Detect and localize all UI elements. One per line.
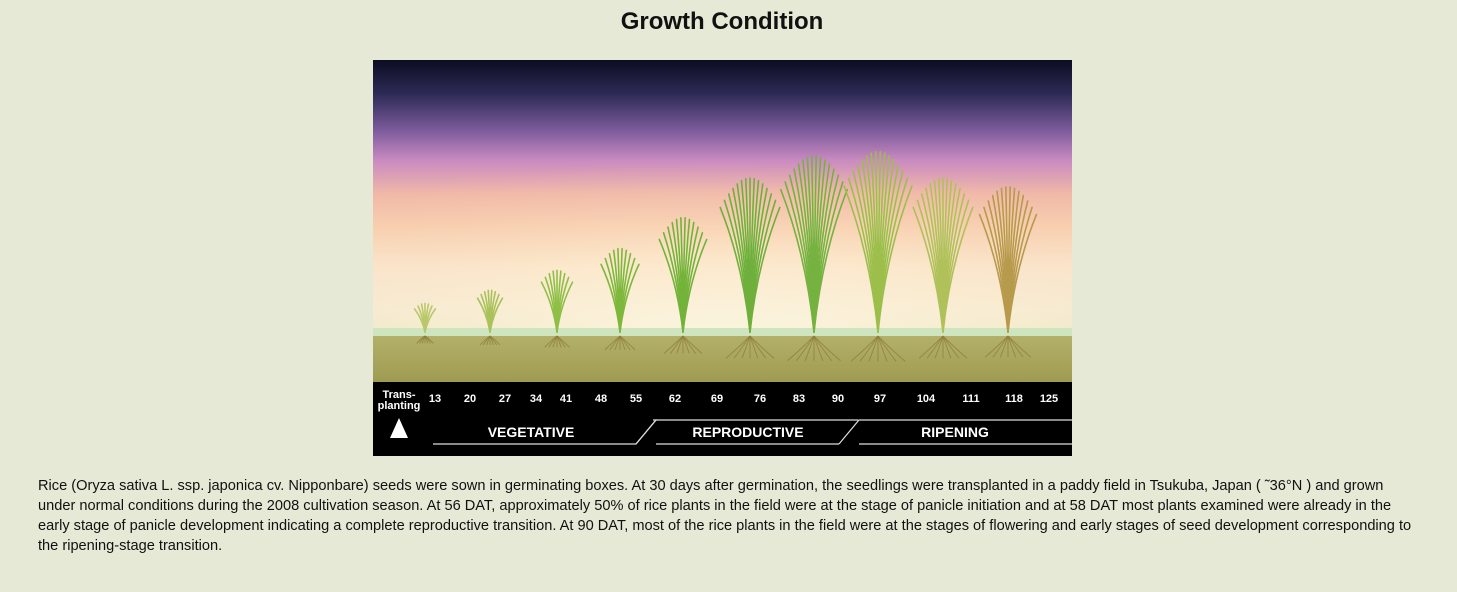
day-tick-label: 97: [874, 393, 886, 405]
sky-glow: [373, 100, 1072, 338]
plants-group: [413, 150, 1038, 362]
day-tick-label: 69: [711, 393, 723, 405]
stage-label-ripening: RIPENING: [921, 424, 989, 440]
growth-figure: Trans- planting 13 20 27 34 41 48 55 62 69 76 83 90…: [373, 60, 1072, 456]
rice-plant: [413, 302, 437, 344]
rice-plant: [912, 177, 974, 359]
rice-plant: [658, 217, 708, 354]
day-tick-label: 83: [793, 393, 805, 405]
growth-diagram: Trans- planting 13 20 27 34 41 48 55 62 69 76 83 90…: [373, 60, 1072, 456]
stage-label-vegetative: VEGETATIVE: [488, 424, 575, 440]
reproductive-bracket-top: [635, 419, 858, 445]
day-tick-label: 125: [1040, 393, 1058, 405]
rice-plant: [476, 289, 504, 346]
rice-plant: [600, 247, 640, 351]
day-tick-label: 27: [499, 393, 511, 405]
transplanting-label-line2: planting: [378, 400, 421, 412]
day-tick-label: 20: [464, 393, 476, 405]
day-ticks: 13 20 27 34 41 48 55 62 69 76 83 90 97 104 111 118 125: [429, 393, 1058, 405]
transplanting-arrow-icon: [390, 418, 408, 438]
day-tick-label: 104: [917, 393, 936, 405]
day-tick-label: 76: [754, 393, 766, 405]
day-tick-label: 55: [630, 393, 642, 405]
stage-label-reproductive: REPRODUCTIVE: [692, 424, 803, 440]
rice-plant: [719, 177, 781, 359]
day-tick-label: 90: [832, 393, 844, 405]
day-tick-label: 34: [530, 393, 543, 405]
transplanting-label-line1: Trans-: [382, 389, 415, 401]
water-surface: [373, 328, 1072, 336]
rice-plant: [540, 269, 574, 348]
day-tick-label: 62: [669, 393, 681, 405]
caption-paragraph: Rice (Oryza sativa L. ssp. japonica cv. …: [38, 478, 1412, 554]
rice-plant: [780, 155, 848, 362]
day-tick-label: 118: [1005, 393, 1023, 405]
soil-layer: [373, 336, 1072, 382]
rice-plant: [843, 150, 913, 362]
rice-plant: [978, 186, 1038, 358]
day-tick-label: 41: [560, 393, 572, 405]
day-tick-label: 111: [962, 393, 979, 405]
day-tick-label: 48: [595, 393, 607, 405]
day-tick-label: 13: [429, 393, 441, 405]
page-title: Growth Condition: [620, 8, 824, 35]
ripening-bracket-top: [838, 419, 1072, 445]
